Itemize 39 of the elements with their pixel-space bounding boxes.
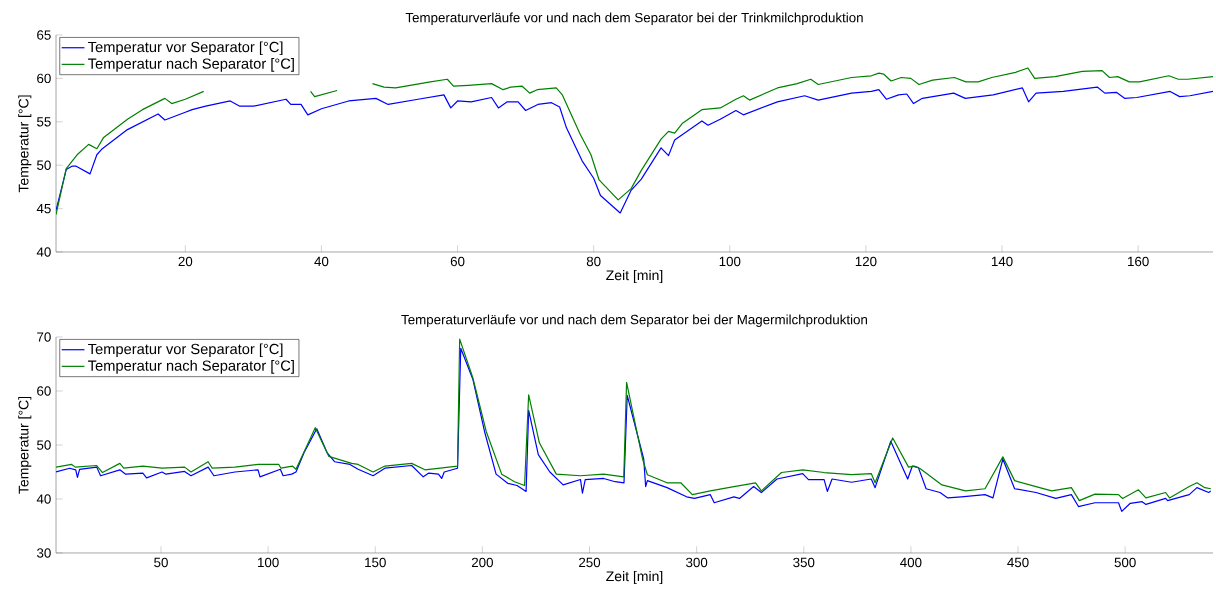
x-tick-label: 200 — [471, 557, 493, 568]
y-tick-label: 40 — [36, 494, 51, 504]
chart-title: Temperaturverläufe vor und nach dem Separator bei der Magermilchproduktion — [401, 314, 867, 327]
x-tick-label: 60 — [450, 256, 465, 267]
y-tick-label: 65 — [37, 30, 51, 40]
y-axis-title: Temperatur [°C] — [18, 95, 32, 193]
y-axis-title: Temperatur [°C] — [18, 396, 32, 494]
x-tick-label: 450 — [1007, 557, 1029, 568]
x-tick-label: 400 — [900, 557, 922, 568]
x-tick-label: 150 — [365, 557, 386, 568]
x-tick-label: 300 — [686, 557, 708, 568]
x-tick-label: 160 — [1128, 256, 1149, 267]
y-tick-label: 55 — [37, 117, 51, 127]
x-tick-label: 250 — [579, 557, 601, 568]
x-tick-label: 350 — [793, 557, 815, 568]
x-tick-label: 120 — [855, 256, 877, 267]
legend-label: Temperatur nach Separator [°C] — [88, 58, 294, 72]
x-tick-label: 100 — [719, 256, 741, 267]
y-tick-label: 50 — [37, 160, 51, 170]
legend-label: Temperatur vor Separator [°C] — [88, 41, 283, 56]
legend-label: Temperatur vor Separator [°C] — [88, 343, 283, 358]
x-tick-label: 50 — [154, 557, 168, 568]
y-tick-label: 60 — [37, 386, 51, 396]
y-tick-label: 30 — [36, 548, 51, 558]
legend-label: Temperatur nach Separator [°C] — [88, 360, 294, 374]
x-tick-label: 500 — [1114, 557, 1136, 568]
x-tick-label: 20 — [178, 256, 193, 267]
x-tick-label: 140 — [991, 256, 1013, 267]
y-tick-label: 40 — [36, 247, 51, 257]
y-tick-label: 70 — [37, 332, 51, 342]
x-axis-title: Zeit [min] — [606, 269, 663, 284]
x-tick-label: 40 — [314, 256, 329, 267]
x-axis-title: Zeit [min] — [606, 570, 663, 585]
y-tick-label: 60 — [37, 73, 51, 84]
x-tick-label: 80 — [586, 256, 601, 267]
y-tick-label: 45 — [36, 203, 51, 214]
x-tick-label: 100 — [258, 557, 279, 568]
y-tick-label: 50 — [37, 440, 51, 450]
chart-title: Temperaturverläufe vor und nach dem Separator bei der Trinkmilchproduktion — [405, 12, 863, 25]
